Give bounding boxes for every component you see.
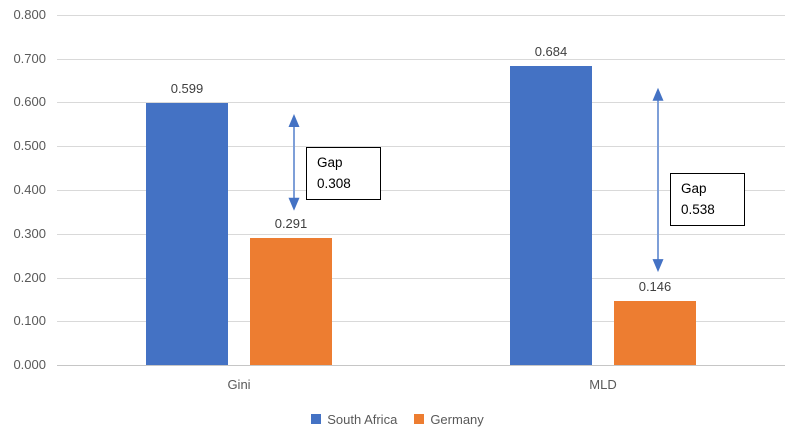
y-axis-tick-label: 0.500 <box>13 138 46 153</box>
gap-arrow-head-up <box>288 113 300 127</box>
legend-swatch-south-africa <box>311 414 322 424</box>
gridline <box>57 365 785 366</box>
legend-swatch-germany <box>414 414 425 424</box>
y-axis-tick-label: 0.600 <box>13 94 46 109</box>
y-axis-tick-label: 0.700 <box>13 51 46 66</box>
y-axis-tick-label: 0.300 <box>13 226 46 241</box>
gap-arrow-head-down <box>288 197 300 211</box>
y-axis-tick-label: 0.800 <box>13 7 46 22</box>
legend-item-south-africa: South Africa <box>311 412 397 427</box>
gap-arrow-head-up <box>652 87 664 101</box>
gridline <box>57 59 785 60</box>
gridline <box>57 321 785 322</box>
legend-label: South Africa <box>327 411 398 427</box>
gap-annotation-title: Gap <box>681 181 707 196</box>
data-label-south-africa-mld: 0.684 <box>534 43 568 59</box>
gap-annotation-box-gini: Gap 0.308 <box>306 147 381 200</box>
y-axis-tick-label: 0.400 <box>13 182 46 197</box>
legend-item-germany: Germany <box>414 411 484 427</box>
data-label-germany-mld: 0.146 <box>638 279 672 295</box>
gridline <box>57 190 785 191</box>
data-label-south-africa-gini: 0.599 <box>170 80 204 96</box>
gap-arrow-head-down <box>652 259 664 273</box>
data-label-germany-gini: 0.291 <box>274 215 308 231</box>
gridline <box>57 102 785 103</box>
gridline <box>57 234 785 235</box>
legend-label: Germany <box>430 411 484 427</box>
y-axis-tick-label: 0.200 <box>13 270 46 285</box>
gridline <box>57 15 785 16</box>
bar-south-africa-mld <box>510 65 592 365</box>
bar-germany-mld <box>614 301 696 365</box>
bar-germany-gini <box>250 237 332 365</box>
y-axis-tick-label: 0.000 <box>13 357 46 372</box>
gridline <box>57 278 785 279</box>
gap-annotation-value: 0.538 <box>681 202 715 217</box>
gap-annotation-box-mld: Gap 0.538 <box>670 173 745 226</box>
bar-south-africa-gini <box>146 102 228 365</box>
x-axis-category-label: Gini <box>227 377 251 392</box>
gap-annotation-title: Gap <box>317 155 343 170</box>
legend: South Africa Germany <box>0 410 795 428</box>
x-axis-category-label: MLD <box>589 377 617 392</box>
gap-annotation-value: 0.308 <box>317 176 351 191</box>
gridline <box>57 146 785 147</box>
y-axis-tick-label: 0.100 <box>13 313 46 328</box>
